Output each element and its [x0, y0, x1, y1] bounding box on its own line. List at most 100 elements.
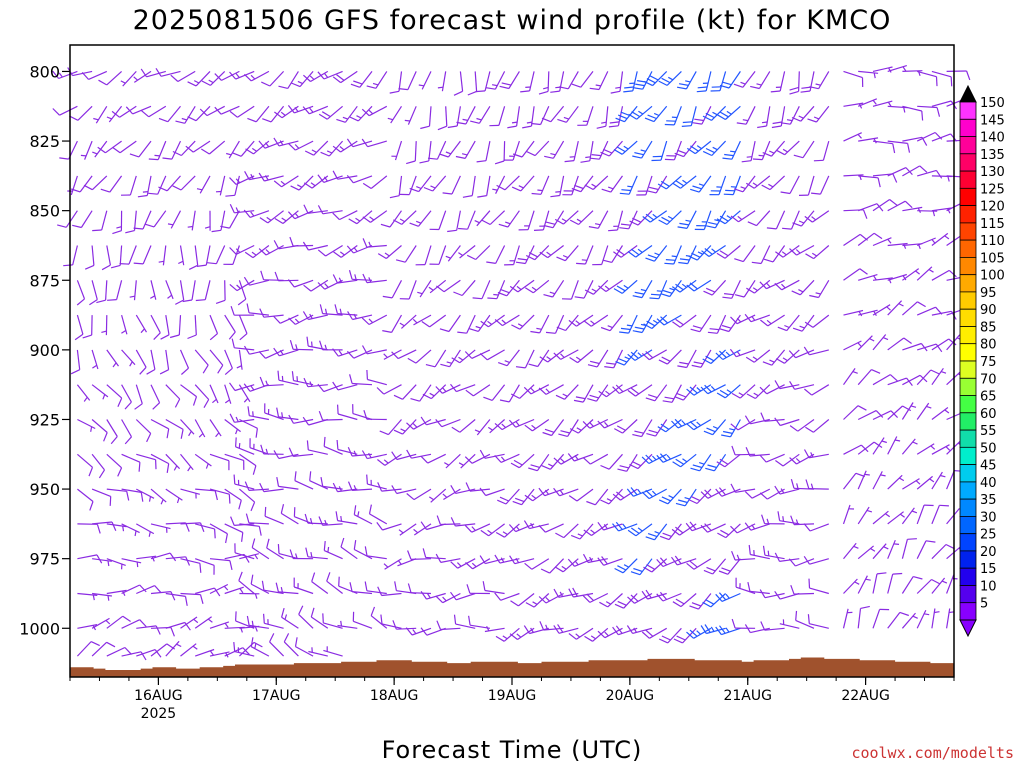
wind-barb: [800, 71, 815, 93]
wind-barb: [71, 175, 93, 193]
wind-barb: [162, 140, 182, 160]
wind-barb: [134, 384, 143, 410]
wind-barb: [523, 384, 550, 395]
wind-barb: [404, 106, 417, 125]
wind-barb: [91, 617, 111, 629]
credit-text[interactable]: coolwx.com/modelts: [851, 744, 1014, 762]
wind-barb: [420, 416, 446, 426]
wind-barb: [538, 523, 564, 533]
wind-barb: [539, 245, 564, 259]
wind-barb: [808, 578, 829, 595]
wind-barb: [332, 482, 358, 493]
wind-barb: [362, 273, 387, 284]
wind-barb: [106, 646, 132, 657]
wind-barb: [792, 314, 815, 332]
colorbar-swatch: [959, 550, 977, 569]
wind-barb: [259, 308, 284, 318]
wind-barb: [777, 511, 800, 525]
wind-barb: [178, 245, 185, 266]
wind-barb: [121, 488, 144, 502]
wind-barb: [318, 516, 343, 526]
wind-barb: [406, 418, 432, 430]
wind-barb: [69, 105, 93, 121]
wind-barb: [858, 274, 878, 281]
wind-barb: [485, 71, 506, 90]
wind-barb: [790, 479, 815, 490]
wind-barb: [544, 140, 565, 159]
wind-barb: [277, 370, 299, 386]
wind-barb: [931, 444, 951, 455]
wind-barb: [136, 453, 157, 470]
wind-barb: [550, 71, 565, 93]
wind-barb: [584, 279, 609, 295]
wind-barb: [262, 105, 285, 123]
wind-barb: [916, 540, 936, 559]
wind-barb: [627, 384, 653, 397]
wind-barb: [570, 523, 594, 540]
wind-barb: [571, 71, 594, 88]
wind-barb: [789, 419, 815, 432]
wind-barb: [110, 245, 123, 269]
wind-barb: [289, 340, 314, 351]
wind-barb: [456, 106, 476, 125]
wind-barb: [361, 314, 388, 326]
wind-barb: [857, 369, 881, 386]
colorbar-label: 75: [980, 355, 997, 370]
wind-barb: [443, 453, 461, 469]
wind-barb: [158, 245, 167, 266]
wind-barb: [629, 210, 653, 226]
wind-barb: [843, 209, 868, 219]
wind-barb: [231, 338, 255, 351]
wind-barb: [523, 520, 549, 530]
wind-barb: [294, 471, 314, 490]
wind-barb: [843, 233, 868, 246]
wind-barb: [872, 304, 891, 316]
wind-barb: [67, 175, 78, 196]
wind-barb: [746, 279, 771, 294]
wind-barb: [92, 521, 117, 531]
wind-barb: [311, 572, 329, 594]
wind-barb: [675, 488, 697, 507]
wind-barb: [464, 349, 491, 359]
wind-barb: [795, 610, 815, 629]
wind-barb: [807, 105, 830, 123]
wind-barb: [568, 488, 594, 502]
wind-barb: [646, 419, 668, 437]
wind-barb: [730, 483, 756, 493]
wind-barb: [508, 418, 535, 428]
wind-barb: [484, 625, 505, 633]
wind-barb: [274, 210, 299, 225]
wind-barb: [524, 419, 550, 432]
wind-barb: [180, 419, 195, 437]
wind-barb: [641, 488, 667, 500]
wind-barb: [771, 106, 786, 129]
wind-barb: [887, 105, 908, 113]
wind-barb: [600, 488, 623, 505]
wind-barb: [235, 611, 255, 629]
wind-barb: [526, 140, 550, 157]
wind-barb: [377, 453, 402, 466]
wind-barb: [465, 384, 491, 397]
wind-barb: [843, 268, 868, 281]
wind-barb: [748, 544, 770, 560]
wind-barb: [106, 615, 131, 629]
wind-barb: [916, 369, 940, 386]
wind-barb: [643, 70, 668, 87]
wind-barb: [389, 175, 403, 199]
wind-barb: [628, 105, 653, 120]
wind-barb: [584, 175, 609, 191]
wind-barb: [583, 314, 609, 327]
wind-barb: [462, 175, 476, 198]
wind-barb: [916, 402, 932, 420]
wind-barb: [645, 523, 668, 541]
wind-barb: [656, 591, 682, 602]
wind-barb: [81, 70, 108, 80]
wind-barb: [121, 584, 147, 595]
wind-barb: [617, 453, 638, 472]
wind-barb: [150, 488, 167, 505]
wind-barb: [332, 381, 358, 391]
wind-barb: [304, 140, 329, 156]
wind-barb: [347, 311, 373, 321]
wind-barb: [717, 523, 741, 539]
wind-barb: [226, 140, 240, 159]
